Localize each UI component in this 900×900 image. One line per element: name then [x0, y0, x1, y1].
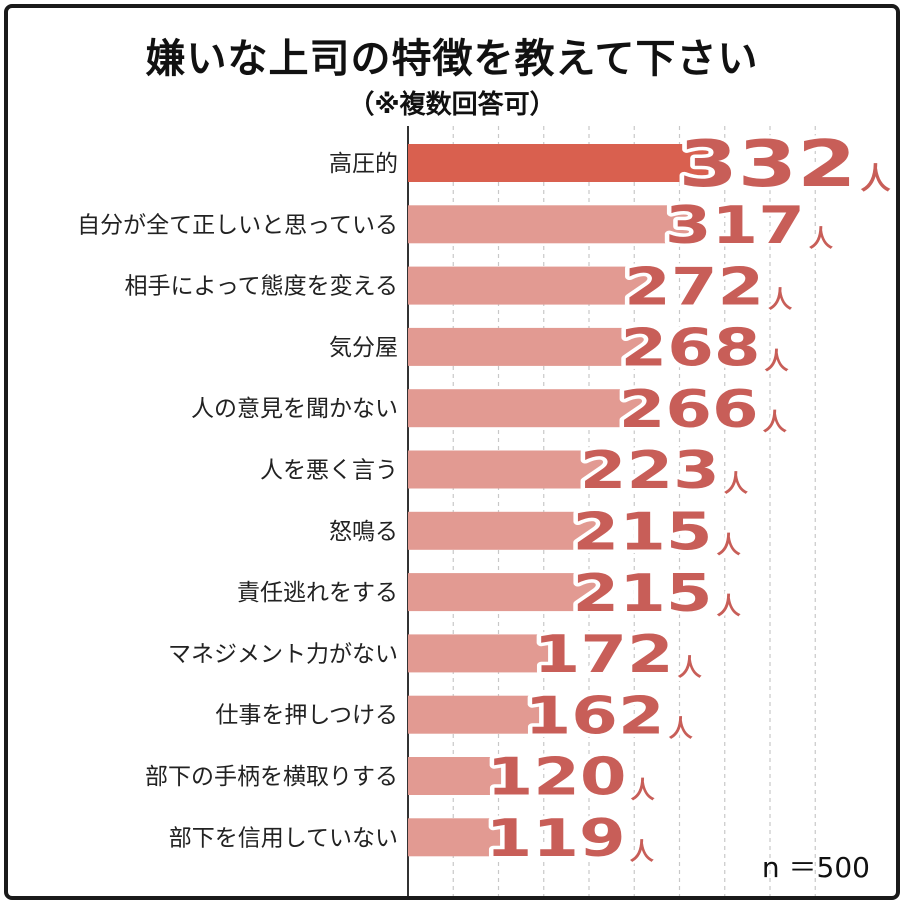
category-label-11: 部下を信用していない: [169, 825, 398, 851]
category-label-6: 怒鳴る: [329, 519, 398, 545]
unit-label-0: 人: [860, 162, 890, 197]
category-label-5: 人を悪く言う: [260, 458, 398, 484]
value-label-7: 215: [573, 564, 713, 624]
value-label-6: 215: [573, 503, 713, 563]
unit-label-7: 人: [717, 592, 741, 620]
value-label-8: 172: [534, 625, 674, 685]
value-label-10: 120: [487, 748, 627, 808]
value-label-9: 162: [525, 686, 665, 746]
category-label-4: 人の意見を聞かない: [191, 396, 398, 422]
bar-7: [408, 573, 603, 612]
category-label-7: 責任逃れをする: [237, 580, 398, 606]
unit-label-3: 人: [765, 347, 789, 375]
category-label-3: 気分屋: [329, 335, 398, 361]
category-label-8: マネジメント力がない: [168, 641, 398, 667]
bar-6: [408, 511, 603, 550]
unit-label-11: 人: [630, 837, 654, 865]
bar-1: [408, 205, 695, 244]
unit-label-8: 人: [678, 653, 702, 681]
bar-2: [408, 266, 655, 305]
bar-3: [408, 327, 651, 366]
category-label-1: 自分が全て正しいと思っている: [77, 212, 398, 238]
unit-label-5: 人: [724, 470, 748, 498]
chart-frame: 嫌いな上司の特徴を教えて下さい （※複数回答可） 高圧的 332 人自分が全て正しい…: [4, 4, 900, 900]
bar-4: [408, 389, 649, 428]
value-label-1: 317: [665, 196, 805, 256]
category-label-0: 高圧的: [329, 151, 398, 177]
unit-label-4: 人: [763, 408, 787, 436]
value-label-4: 266: [619, 380, 759, 440]
bar-0: [408, 144, 709, 182]
unit-label-1: 人: [809, 224, 833, 252]
sample-size-note: n ＝500: [761, 851, 870, 884]
bar-8: [408, 634, 564, 673]
value-label-11: 119: [486, 809, 626, 869]
bar-5: [408, 450, 610, 489]
unit-label-10: 人: [631, 776, 655, 804]
bar-11: [408, 818, 516, 857]
value-label-5: 223: [580, 441, 720, 501]
category-label-9: 仕事を押しつける: [215, 703, 398, 729]
chart-subtitle: （※複数回答可）: [348, 90, 556, 120]
unit-label-9: 人: [669, 715, 693, 743]
value-label-3: 268: [621, 319, 761, 379]
value-label-2: 272: [624, 257, 764, 317]
chart-title: 嫌いな上司の特徴を教えて下さい: [145, 36, 759, 82]
value-label-0: 332: [678, 128, 856, 202]
category-label-10: 部下の手柄を横取りする: [145, 764, 398, 790]
bar-10: [408, 757, 517, 795]
unit-label-6: 人: [717, 531, 741, 559]
unit-label-2: 人: [768, 286, 792, 314]
category-label-2: 相手によって態度を変える: [125, 274, 398, 300]
bar-9: [408, 695, 555, 734]
